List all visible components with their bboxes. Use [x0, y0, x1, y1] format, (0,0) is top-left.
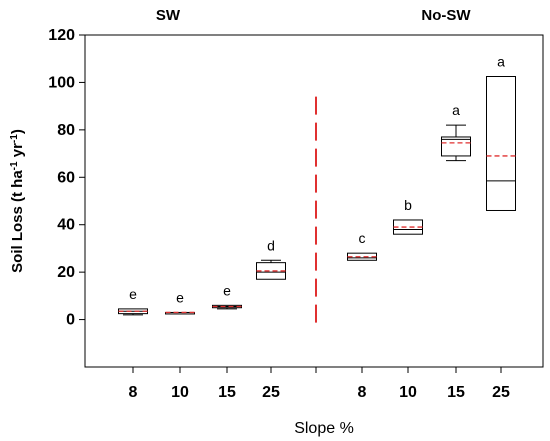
significance-letter: e: [176, 289, 184, 305]
y-tick-label: 20: [57, 264, 75, 281]
y-axis: 0 20 40 60 80 100 120: [48, 27, 85, 329]
box-iqr: [441, 136, 471, 157]
box-no-sw-15: a: [441, 102, 471, 162]
box-no-sw-25: a: [486, 54, 516, 211]
y-tick-label: 80: [57, 122, 75, 139]
significance-letter: a: [497, 54, 505, 70]
significance-letter: c: [359, 230, 366, 246]
box-sw-10: e: [165, 289, 195, 315]
box-sw-15: e: [212, 282, 242, 310]
box-sw-25: d: [256, 237, 286, 280]
group-label-no-sw: No-SW: [421, 7, 471, 24]
x-tick-label: 10: [399, 384, 417, 401]
x-tick-label: 15: [218, 384, 236, 401]
x-axis: 8 10 15 25 8 10 15 25: [129, 367, 510, 401]
box-iqr: [486, 76, 516, 211]
y-tick-label: 40: [57, 217, 75, 234]
significance-letter: d: [267, 237, 275, 253]
y-tick-label: 120: [48, 27, 75, 44]
plot-area-frame: [84, 34, 544, 368]
box-series: e e e d c b a a: [118, 54, 516, 316]
x-tick-label: 15: [447, 384, 465, 401]
box-no-sw-10: b: [393, 197, 423, 235]
significance-letter: e: [129, 286, 137, 302]
significance-letter: e: [223, 282, 231, 298]
x-tick-label: 8: [129, 384, 138, 401]
y-tick-label: 0: [66, 312, 75, 329]
box-no-sw-8: c: [347, 230, 377, 261]
y-axis-title: Soil Loss (t ha-1 yr-1): [9, 129, 27, 273]
box-sw-8: e: [118, 286, 148, 316]
x-tick-label: 8: [358, 384, 367, 401]
significance-letter: b: [404, 197, 412, 213]
x-tick-label: 25: [492, 384, 510, 401]
x-tick-label: 10: [171, 384, 189, 401]
group-label-sw: SW: [156, 7, 181, 24]
y-tick-label: 100: [48, 74, 75, 91]
y-tick-label: 60: [57, 169, 75, 186]
x-tick-label: 25: [262, 384, 280, 401]
significance-letter: a: [452, 102, 460, 118]
x-axis-title: Slope %: [294, 420, 354, 437]
